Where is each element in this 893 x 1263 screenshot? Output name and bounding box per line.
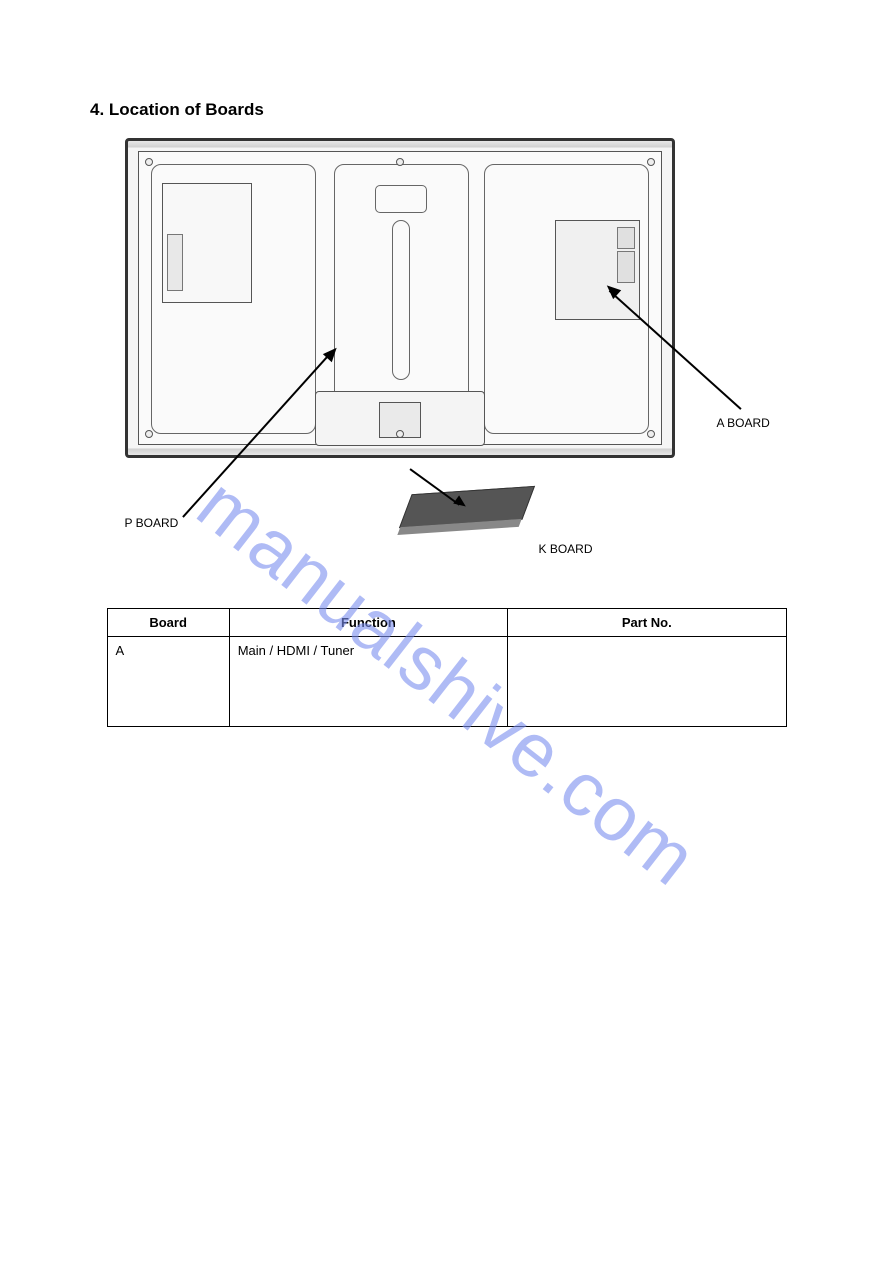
screw-icon <box>396 430 404 438</box>
k-board-module <box>392 478 542 543</box>
col-header: Function <box>229 609 507 637</box>
p-board-label: P BOARD <box>125 516 179 530</box>
k-board-label: K BOARD <box>539 542 593 556</box>
center-rail <box>392 220 410 380</box>
table-cell <box>508 637 786 727</box>
tv-chassis-inner <box>138 151 662 445</box>
table-cell: Main / HDMI / Tuner <box>229 637 507 727</box>
board-location-diagram: P BOARD A BOARD K BOARD <box>107 138 787 588</box>
screw-icon <box>647 430 655 438</box>
screw-icon <box>145 158 153 166</box>
p-board-pcb <box>162 183 252 303</box>
table-row: A Main / HDMI / Tuner <box>107 637 786 727</box>
page-root: 4. Location of Boards <box>0 0 893 1263</box>
center-top-slot <box>375 185 427 213</box>
col-header: Board <box>107 609 229 637</box>
right-compartment <box>484 164 649 434</box>
left-compartment <box>151 164 316 434</box>
k-board-body <box>398 486 534 528</box>
screw-icon <box>396 158 404 166</box>
board-table: Board Function Part No. A Main / HDMI / … <box>107 608 787 727</box>
col-header: Part No. <box>508 609 786 637</box>
table-cell: A <box>107 637 229 727</box>
screw-icon <box>145 430 153 438</box>
table-header-row: Board Function Part No. <box>107 609 786 637</box>
section-heading: 4. Location of Boards <box>90 100 803 120</box>
screw-icon <box>647 158 655 166</box>
a-board-label: A BOARD <box>717 416 770 430</box>
tv-chassis-outer <box>125 138 675 458</box>
